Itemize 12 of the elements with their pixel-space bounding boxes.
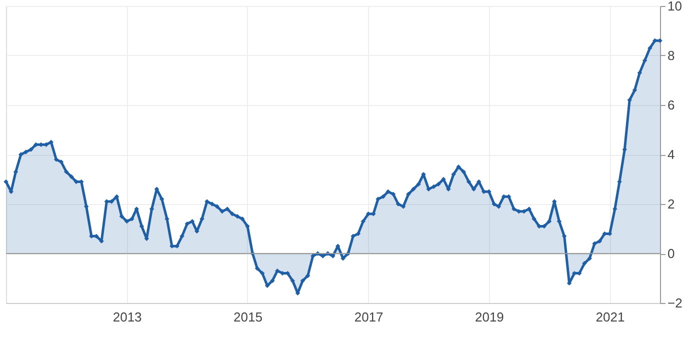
- y-tick-label: −2: [668, 296, 682, 310]
- y-tick-label: 4: [668, 147, 675, 162]
- x-tick-label: 2017: [354, 310, 384, 324]
- y-tick-label: 2: [668, 196, 675, 212]
- y-tick-label: 10: [668, 0, 682, 14]
- x-tick-label: 2013: [112, 310, 142, 324]
- x-tick-label: 2019: [474, 310, 504, 324]
- y-tick-label: 6: [668, 98, 675, 112]
- y-tick-label: 8: [668, 48, 675, 63]
- x-tick-label: 2021: [596, 310, 625, 324]
- x-tick-label: 2015: [234, 310, 262, 324]
- y-tick-label: 0: [668, 246, 675, 261]
